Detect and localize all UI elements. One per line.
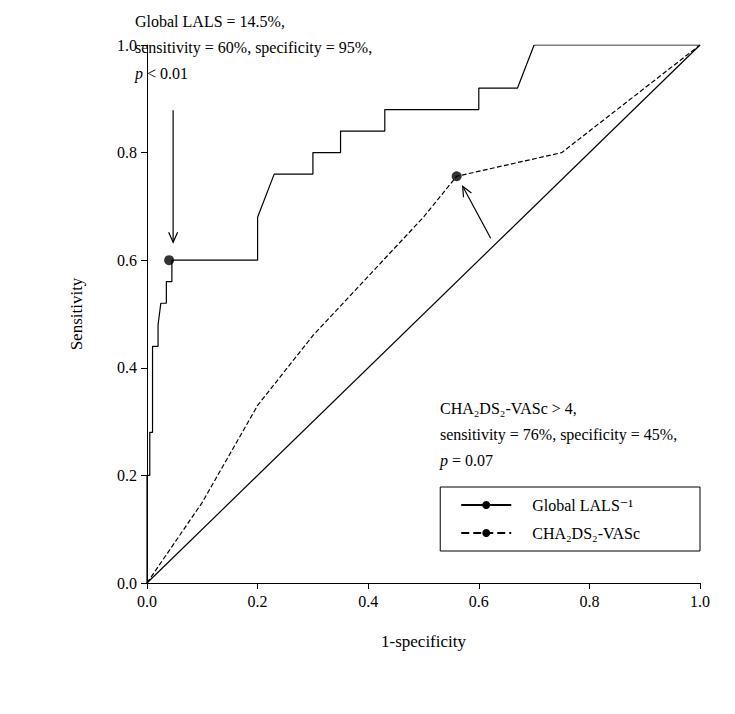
svg-text:0.2: 0.2 [117, 467, 137, 484]
svg-text:0.8: 0.8 [117, 144, 137, 161]
svg-text:0.0: 0.0 [137, 593, 157, 610]
svg-text:Global LALS⁻¹: Global LALS⁻¹ [532, 497, 633, 514]
svg-text:0.2: 0.2 [248, 593, 268, 610]
svg-text:Sensitivity: Sensitivity [67, 277, 86, 350]
svg-text:0.4: 0.4 [117, 359, 137, 376]
svg-text:1-specificity: 1-specificity [381, 632, 466, 651]
svg-text:Global LALS = 14.5%,: Global LALS = 14.5%, [135, 13, 285, 30]
svg-text:CHA₂DS₂-VASc > 4,: CHA₂DS₂-VASc > 4, [440, 400, 577, 417]
svg-text:1.0: 1.0 [690, 593, 710, 610]
svg-text:CHA₂DS₂-VASc: CHA₂DS₂-VASc [532, 525, 640, 542]
svg-text:0.6: 0.6 [469, 593, 489, 610]
svg-text:sensitivity = 76%, specificity: sensitivity = 76%, specificity = 45%, [440, 426, 677, 444]
svg-text:sensitivity = 60%, specificity: sensitivity = 60%, specificity = 95%, [135, 39, 372, 57]
svg-text:0.4: 0.4 [358, 593, 378, 610]
svg-text:p: p [134, 65, 143, 83]
svg-text:0.6: 0.6 [117, 252, 137, 269]
svg-text:1.0: 1.0 [117, 37, 137, 54]
svg-text:0.0: 0.0 [117, 575, 137, 592]
svg-text:= 0.07: = 0.07 [448, 452, 493, 469]
svg-text:p: p [439, 452, 448, 470]
svg-text:< 0.01: < 0.01 [143, 65, 188, 82]
svg-text:0.8: 0.8 [579, 593, 599, 610]
